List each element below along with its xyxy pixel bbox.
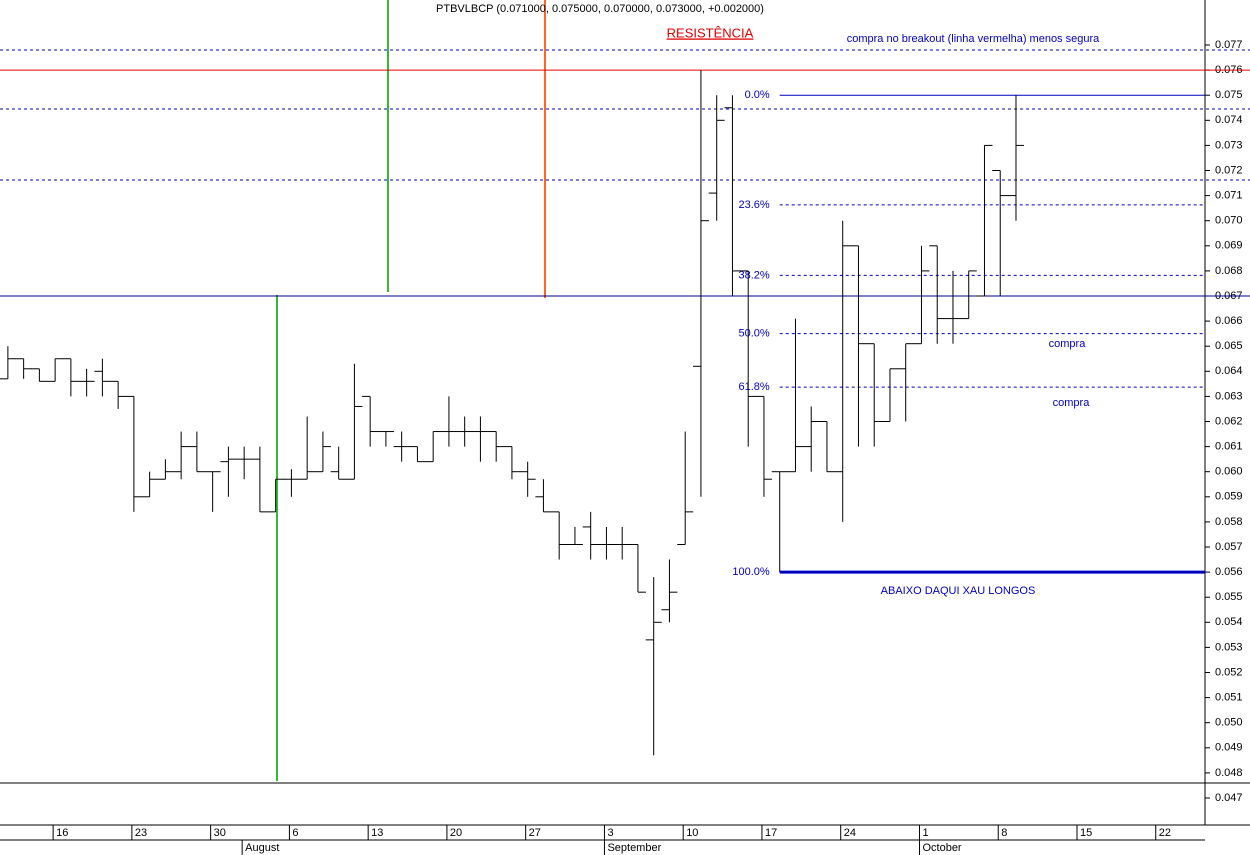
y-tick-label: 0.061 — [1215, 441, 1243, 453]
y-tick-label: 0.051 — [1215, 692, 1243, 704]
x-tick-label: 20 — [450, 827, 462, 839]
annotation: ABAIXO DAQUI XAU LONGOS — [881, 585, 1036, 597]
y-tick-label: 0.050 — [1215, 717, 1243, 729]
y-tick-label: 0.073 — [1215, 139, 1243, 151]
annotation: compra — [1053, 397, 1091, 409]
annotation: compra no breakout (linha vermelha) meno… — [847, 33, 1100, 45]
annotation: RESISTÊNCIA — [667, 25, 754, 40]
y-tick-label: 0.054 — [1215, 616, 1243, 628]
y-tick-label: 0.060 — [1215, 466, 1243, 478]
y-tick-label: 0.055 — [1215, 591, 1243, 603]
y-tick-label: 0.077 — [1215, 39, 1243, 51]
y-tick-label: 0.064 — [1215, 365, 1243, 377]
y-tick-label: 0.049 — [1215, 742, 1243, 754]
x-tick-label: 22 — [1159, 827, 1171, 839]
y-tick-label: 0.063 — [1215, 390, 1243, 402]
y-tick-label: 0.069 — [1215, 240, 1243, 252]
y-tick-label: 0.071 — [1215, 190, 1243, 202]
x-tick-label: 13 — [371, 827, 383, 839]
x-tick-label: 10 — [686, 827, 698, 839]
fib-label: 50.0% — [739, 328, 770, 340]
month-label: October — [922, 842, 961, 854]
fib-label: 100.0% — [732, 566, 770, 578]
x-tick-label: 15 — [1080, 827, 1092, 839]
y-tick-label: 0.062 — [1215, 415, 1243, 427]
y-tick-label: 0.058 — [1215, 516, 1243, 528]
x-tick-label: 23 — [135, 827, 147, 839]
fib-label: 61.8% — [739, 381, 770, 393]
month-label: August — [245, 842, 279, 854]
annotation: compra — [1049, 338, 1087, 350]
fib-label: 0.0% — [745, 89, 770, 101]
x-tick-label: 30 — [214, 827, 226, 839]
x-tick-label: 24 — [844, 827, 856, 839]
x-tick-label: 3 — [607, 827, 613, 839]
y-tick-label: 0.072 — [1215, 164, 1243, 176]
y-tick-label: 0.047 — [1215, 792, 1243, 804]
chart-title: PTBVLBCP (0.071000, 0.075000, 0.070000, … — [436, 3, 764, 15]
y-tick-label: 0.065 — [1215, 340, 1243, 352]
y-tick-label: 0.053 — [1215, 641, 1243, 653]
y-tick-label: 0.068 — [1215, 265, 1243, 277]
y-tick-label: 0.066 — [1215, 315, 1243, 327]
x-tick-label: 16 — [56, 827, 68, 839]
fib-label: 38.2% — [739, 269, 770, 281]
y-tick-label: 0.052 — [1215, 666, 1243, 678]
y-tick-label: 0.056 — [1215, 566, 1243, 578]
y-tick-label: 0.070 — [1215, 215, 1243, 227]
x-tick-label: 27 — [529, 827, 541, 839]
y-tick-label: 0.059 — [1215, 491, 1243, 503]
month-label: September — [607, 842, 661, 854]
x-tick-label: 1 — [922, 827, 928, 839]
fib-label: 23.6% — [739, 199, 770, 211]
y-tick-label: 0.075 — [1215, 89, 1243, 101]
x-tick-label: 6 — [292, 827, 298, 839]
y-tick-label: 0.074 — [1215, 114, 1243, 126]
y-tick-label: 0.057 — [1215, 541, 1243, 553]
x-tick-label: 8 — [1001, 827, 1007, 839]
x-tick-label: 17 — [765, 827, 777, 839]
y-tick-label: 0.048 — [1215, 767, 1243, 779]
